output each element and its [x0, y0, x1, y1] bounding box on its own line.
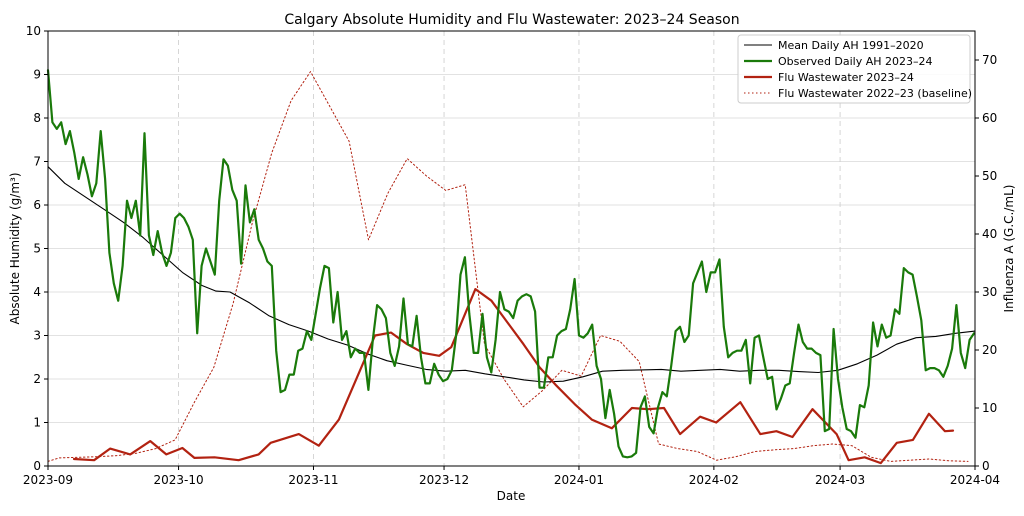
- x-tick-label: 2023-11: [288, 473, 338, 487]
- x-tick-label: 2024-01: [554, 473, 604, 487]
- series-line-3: [47, 71, 969, 462]
- y-left-tick-label: 4: [33, 285, 41, 299]
- legend-label-0: Mean Daily AH 1991–2020: [778, 39, 924, 52]
- series-line-0: [47, 166, 976, 383]
- series-line-2: [72, 288, 955, 465]
- legend: Mean Daily AH 1991–2020 Observed Daily AH…: [737, 34, 972, 104]
- x-tick-label: 2023-10: [153, 473, 203, 487]
- y-right-tick-label: 40: [982, 227, 997, 241]
- y-right-tick-label: 0: [982, 459, 990, 473]
- x-tick-label: 2024-04: [950, 473, 1000, 487]
- y-right-tick-label: 60: [982, 111, 997, 125]
- x-tick-label: 2024-03: [815, 473, 865, 487]
- y-right-tick-label: 20: [982, 343, 997, 357]
- y-left-tick-label: 3: [33, 329, 41, 343]
- plot-series: [46, 69, 976, 465]
- x-tick-label: 2023-09: [23, 473, 73, 487]
- axes: 0 1 2 3 4 5 6 7 8 9 10 2023-09 2023-10 2023-11 2023-12…: [23, 24, 1000, 487]
- y-axis-right-label: Influenza A (G.C./mL): [1002, 185, 1016, 313]
- y-right-tick-label: 70: [982, 53, 997, 67]
- y-right-tick-label: 50: [982, 169, 997, 183]
- legend-label-2: Flu Wastewater 2023–24: [778, 71, 914, 84]
- series-line-1: [46, 69, 976, 459]
- legend-label-3: Flu Wastewater 2022–23 (baseline): [778, 87, 972, 100]
- y-left-tick-label: 5: [33, 242, 41, 256]
- y-left-tick-label: 9: [33, 68, 41, 82]
- y-left-tick-label: 8: [33, 111, 41, 125]
- x-tick-label: 2024-02: [689, 473, 739, 487]
- y-right-tick-label: 30: [982, 285, 997, 299]
- y-left-tick-label: 0: [33, 459, 41, 473]
- y-left-tick-label: 7: [33, 155, 41, 169]
- x-axis-label: Date: [497, 489, 526, 503]
- x-tick-label: 2023-12: [419, 473, 469, 487]
- y-right-tick-label: 10: [982, 401, 997, 415]
- y-left-tick-label: 10: [26, 24, 41, 38]
- legend-box: [737, 34, 971, 104]
- y-left-tick-label: 6: [33, 198, 41, 212]
- y-left-tick-label: 2: [33, 372, 41, 386]
- chart-title: Calgary Absolute Humidity and Flu Wastew…: [284, 12, 739, 28]
- y-left-tick-label: 1: [33, 416, 41, 430]
- legend-label-1: Observed Daily AH 2023–24: [778, 55, 933, 68]
- y-axis-left-label: Absolute Humidity (g/m³): [8, 172, 22, 324]
